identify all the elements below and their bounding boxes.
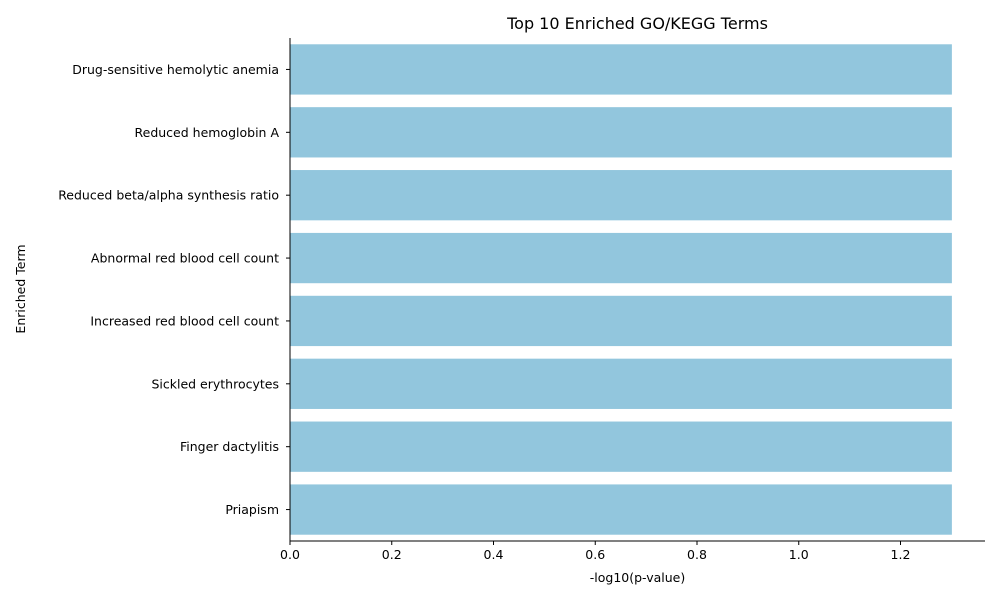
bar bbox=[290, 44, 952, 95]
bar bbox=[290, 484, 952, 535]
x-tick-label: 0.0 bbox=[280, 547, 300, 562]
bars-layer bbox=[290, 44, 952, 535]
bar bbox=[290, 170, 952, 221]
x-tick-label: 0.8 bbox=[687, 547, 707, 562]
bar bbox=[290, 107, 952, 158]
bar bbox=[290, 421, 952, 472]
y-axis-label: Enriched Term bbox=[13, 244, 28, 333]
y-tick-label: Finger dactylitis bbox=[180, 439, 279, 454]
y-tick-label: Abnormal red blood cell count bbox=[91, 251, 279, 266]
bar bbox=[290, 295, 952, 347]
y-tick-label: Priapism bbox=[225, 502, 279, 517]
x-tick-label: 0.2 bbox=[382, 547, 402, 562]
x-tick-label: 1.2 bbox=[891, 547, 911, 562]
y-tick-label: Increased red blood cell count bbox=[90, 313, 279, 328]
y-tick-label: Sickled erythrocytes bbox=[151, 376, 279, 391]
axes-layer: Drug-sensitive hemolytic anemia Reduced h… bbox=[58, 38, 985, 562]
x-tick-label: 0.4 bbox=[484, 547, 504, 562]
x-tick-label: 1.0 bbox=[789, 547, 809, 562]
x-axis-label: -log10(p-value) bbox=[590, 570, 685, 585]
chart-title: Top 10 Enriched GO/KEGG Terms bbox=[506, 14, 768, 33]
y-tick-label: Reduced hemoglobin A bbox=[135, 125, 280, 140]
x-tick-label: 0.6 bbox=[585, 547, 605, 562]
bar bbox=[290, 232, 952, 284]
bar bbox=[290, 358, 952, 409]
y-tick-label: Drug-sensitive hemolytic anemia bbox=[72, 62, 279, 77]
y-tick-label: Reduced beta/alpha synthesis ratio bbox=[58, 188, 279, 203]
